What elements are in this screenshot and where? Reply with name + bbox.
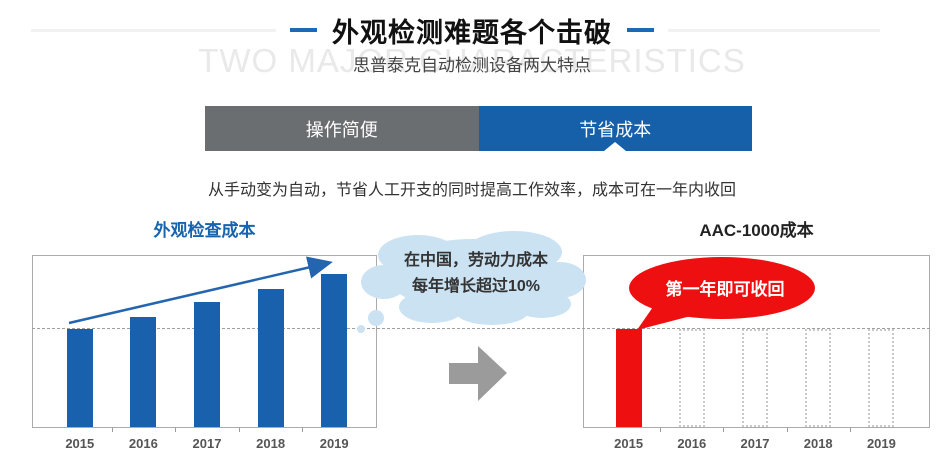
axis-tick (175, 428, 177, 432)
x-label-2016: 2016 (128, 436, 158, 451)
x-label-2019: 2019 (866, 436, 896, 451)
cloud-annotation-line1: 在中国，劳动力成本 (404, 250, 548, 269)
axis-tick (238, 428, 240, 432)
x-label-2015: 2015 (65, 436, 95, 451)
subtitle: 思普泰克自动检测设备两大特点 (353, 56, 591, 75)
x-label-2017: 2017 (740, 436, 770, 451)
bar-2017 (741, 329, 768, 427)
tab-easy-operation-label: 操作简便 (305, 119, 378, 140)
bar-2015 (615, 329, 642, 427)
left-chart-x-labels: 2015 2016 2017 2018 2019 (48, 436, 366, 451)
axis-tick (660, 428, 662, 432)
title-dash-right-icon (627, 28, 654, 32)
tab-bar: 操作简便 节省成本 (205, 106, 752, 151)
right-block-arrow-icon (449, 346, 507, 401)
axis-tick (302, 428, 304, 432)
x-label-2018: 2018 (256, 436, 286, 451)
right-chart-title: AAC-1000成本 (699, 221, 814, 240)
tab-easy-operation[interactable]: 操作简便 (205, 106, 479, 151)
watermark-text: TWO MAJOR CHARACTERISTICS (198, 42, 746, 79)
title-dash-left-icon (290, 28, 317, 32)
axis-tick (786, 428, 788, 432)
page-title: 外观检测难题各个击破 (332, 17, 612, 48)
cloud-annotation-line2: 每年增长超过10% (412, 276, 540, 295)
active-tab-notch-icon (604, 142, 627, 151)
payback-callout-bubble: 第一年即可收回 (629, 257, 815, 330)
bar-2017 (193, 301, 220, 427)
bar-2018 (805, 329, 832, 427)
bar-2016 (130, 316, 157, 427)
axis-tick (723, 428, 725, 432)
bar-2019 (868, 329, 895, 427)
cloud-annotation-bubble: 在中国，劳动力成本 每年增长超过10% (357, 231, 586, 333)
thought-cloud-icon (357, 231, 586, 333)
x-label-2019: 2019 (319, 436, 349, 451)
cost-baseline-dashed-line (32, 328, 930, 329)
bar-2018 (257, 289, 284, 427)
x-label-2018: 2018 (803, 436, 833, 451)
bar-2019 (321, 273, 348, 427)
x-label-2016: 2016 (677, 436, 707, 451)
bar-2016 (678, 329, 705, 427)
tab-cost-saving-label: 节省成本 (579, 119, 652, 140)
tab-cost-saving[interactable]: 节省成本 (478, 106, 752, 151)
callout-tail-icon (637, 304, 691, 330)
right-chart-bars (597, 255, 913, 427)
title-row: 外观检测难题各个击破 (0, 8, 944, 52)
axis-tick (111, 428, 113, 432)
axis-tick (849, 428, 851, 432)
trend-arrow-icon (68, 256, 333, 325)
bar-2015 (66, 329, 93, 427)
payback-callout-text: 第一年即可收回 (666, 279, 785, 299)
x-label-2017: 2017 (192, 436, 222, 451)
left-chart-title: 外观检查成本 (153, 221, 256, 240)
description-text: 从手动变为自动，节省人工开支的同时提高工作效率，成本可在一年内收回 (207, 182, 736, 199)
right-chart-x-labels: 2015 2016 2017 2018 2019 (597, 436, 913, 451)
title-box: 外观检测难题各个击破 (276, 8, 668, 52)
x-label-2015: 2015 (614, 436, 644, 451)
left-chart-bars (48, 255, 366, 427)
